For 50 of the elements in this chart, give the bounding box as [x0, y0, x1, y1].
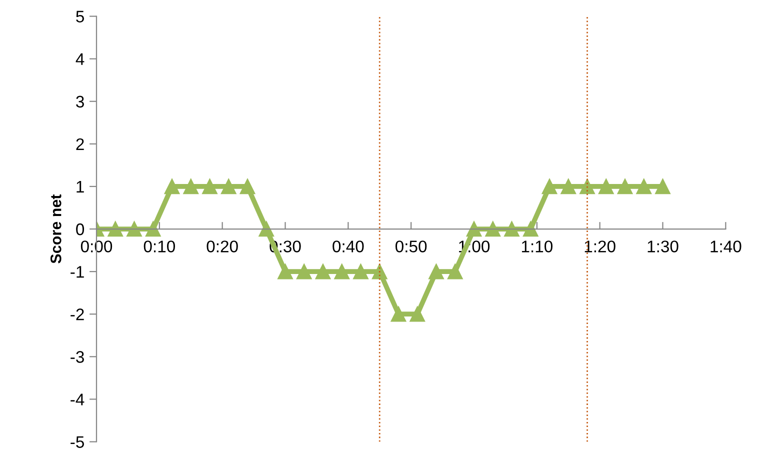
point [108, 221, 124, 237]
x-tick-label: 0:40 [332, 240, 364, 252]
point [466, 221, 482, 237]
point [447, 264, 463, 280]
point [542, 178, 558, 194]
y-tick-label: -3 [70, 351, 84, 363]
point [258, 221, 274, 237]
point [504, 221, 520, 237]
x-tick-label: 1:40 [710, 240, 742, 252]
y-tick-label: 0 [76, 223, 84, 236]
point [522, 221, 538, 237]
y-tick-label: 5 [76, 10, 84, 22]
point [334, 264, 350, 280]
point [485, 221, 501, 237]
x-tick-label: 0:20 [206, 240, 238, 252]
point [240, 178, 256, 194]
point [598, 178, 614, 194]
y-tick-label: -2 [70, 308, 84, 320]
x-tick-label: 1:10 [522, 240, 552, 252]
point [315, 264, 331, 280]
point [164, 178, 180, 194]
point [580, 178, 595, 194]
point [202, 178, 218, 194]
y-tick-label: -5 [70, 436, 84, 448]
point [655, 178, 670, 194]
point [278, 264, 293, 280]
point [353, 264, 368, 280]
point [145, 221, 161, 237]
y-tick-label: 3 [76, 96, 84, 108]
x-tick-label: 0:10 [144, 240, 175, 252]
point [428, 264, 444, 280]
point [220, 178, 236, 194]
y-tick-label: -4 [70, 394, 84, 406]
y-tick-label: 2 [76, 138, 84, 150]
point [296, 264, 312, 280]
y-tick-label: 1 [76, 181, 84, 193]
point [617, 178, 633, 194]
point [636, 178, 652, 194]
point [410, 306, 426, 322]
x-tick-label: 0:50 [396, 240, 427, 252]
y-axis-title: Score net [50, 194, 62, 264]
y-tick-label: -1 [70, 266, 84, 278]
point [560, 178, 576, 194]
point [126, 221, 142, 237]
point [390, 306, 406, 322]
y-tick-label: 4 [76, 53, 84, 65]
x-tick-label: 1:30 [648, 240, 678, 252]
x-tick-label: 1:20 [584, 240, 616, 252]
point [183, 178, 199, 194]
point [372, 264, 388, 280]
